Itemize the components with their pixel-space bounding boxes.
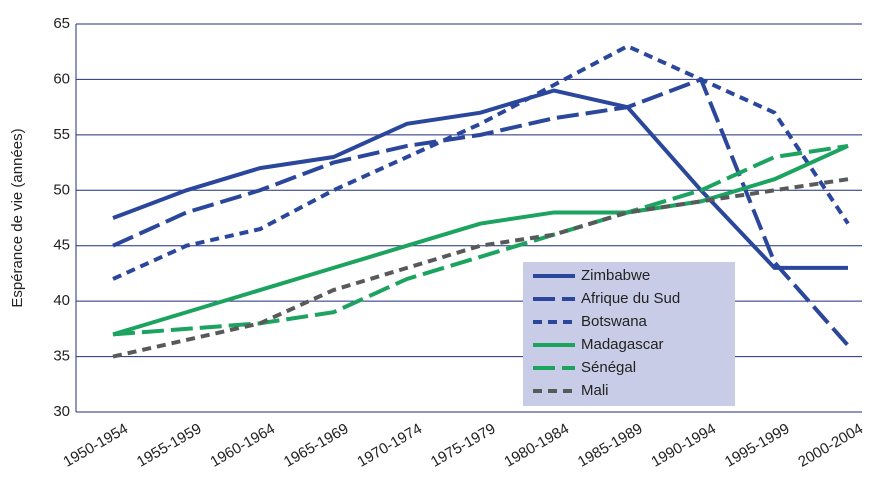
- x-tick-label: 1980-1984: [501, 420, 572, 471]
- legend-label: Madagascar: [581, 336, 664, 353]
- y-axis-label: Espérance de vie (années): [9, 128, 26, 307]
- legend-label: Mali: [581, 382, 609, 399]
- series-line: [112, 76, 850, 347]
- legend-label: Zimbabwe: [581, 267, 650, 284]
- y-tick-label: 60: [53, 70, 70, 87]
- x-tick-label: 1975-1979: [428, 420, 499, 471]
- y-tick-label: 35: [53, 348, 70, 365]
- y-tick-label: 65: [53, 15, 70, 32]
- series-line: [112, 177, 849, 359]
- x-tick-label: 1955-1959: [134, 420, 205, 471]
- y-tick-label: 45: [53, 237, 70, 254]
- legend-label: Botswana: [581, 313, 648, 330]
- y-tick-label: 30: [53, 403, 70, 420]
- x-tick-label: 1995-1999: [722, 420, 793, 471]
- x-tick-label: 1960-1964: [207, 420, 278, 471]
- series-line: [112, 43, 850, 281]
- series-line: [112, 144, 849, 337]
- x-tick-label: 1950-1954: [60, 420, 131, 471]
- y-tick-label: 55: [53, 126, 70, 143]
- x-tick-label: 1970-1974: [354, 420, 425, 471]
- legend-label: Sénégal: [581, 359, 636, 376]
- x-tick-label: 1990-1994: [648, 420, 719, 471]
- y-tick-label: 50: [53, 181, 70, 198]
- y-tick-label: 40: [53, 292, 70, 309]
- x-tick-label: 2000-2004: [795, 420, 866, 471]
- x-tick-label: 1965-1969: [281, 420, 352, 471]
- legend-box: [523, 262, 735, 406]
- legend-label: Afrique du Sud: [581, 290, 680, 307]
- series-line: [112, 143, 849, 337]
- series-line: [112, 88, 848, 270]
- x-tick-label: 1985-1989: [575, 420, 646, 471]
